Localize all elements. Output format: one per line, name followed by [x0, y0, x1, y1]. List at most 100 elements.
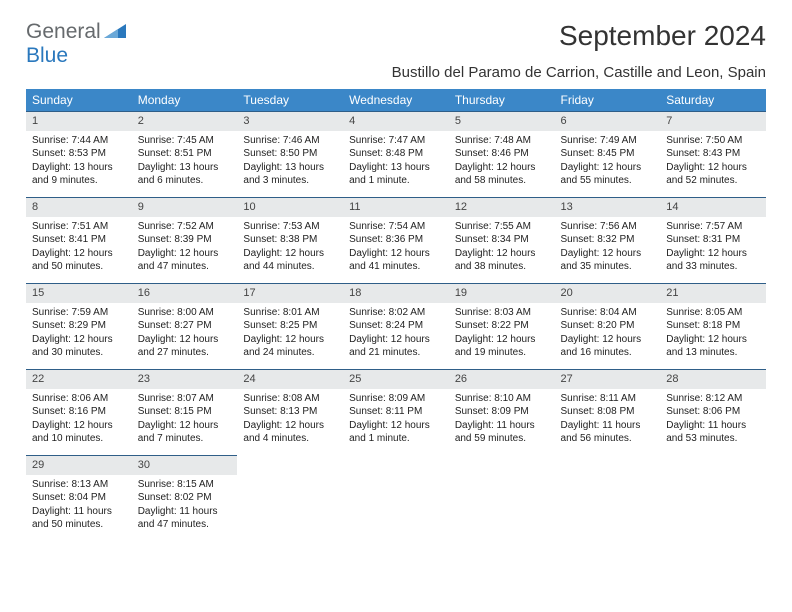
calendar-day-cell: 20Sunrise: 8:04 AMSunset: 8:20 PMDayligh…: [555, 283, 661, 369]
sunset-text: Sunset: 8:13 PM: [243, 405, 337, 419]
calendar-day-cell: 10Sunrise: 7:53 AMSunset: 8:38 PMDayligh…: [237, 197, 343, 283]
calendar-day-cell: 8Sunrise: 7:51 AMSunset: 8:41 PMDaylight…: [26, 197, 132, 283]
day-number: 28: [660, 369, 766, 389]
day-details: Sunrise: 8:00 AMSunset: 8:27 PMDaylight:…: [132, 303, 238, 362]
day-details: Sunrise: 7:45 AMSunset: 8:51 PMDaylight:…: [132, 131, 238, 190]
day-details: Sunrise: 7:48 AMSunset: 8:46 PMDaylight:…: [449, 131, 555, 190]
day-number: 15: [26, 283, 132, 303]
day-details: Sunrise: 8:02 AMSunset: 8:24 PMDaylight:…: [343, 303, 449, 362]
daylight-text: Daylight: 12 hours and 19 minutes.: [455, 333, 549, 360]
sunrise-text: Sunrise: 7:46 AM: [243, 134, 337, 148]
day-number: 24: [237, 369, 343, 389]
daylight-text: Daylight: 11 hours and 50 minutes.: [32, 505, 126, 532]
day-details: Sunrise: 7:59 AMSunset: 8:29 PMDaylight:…: [26, 303, 132, 362]
day-details: Sunrise: 7:53 AMSunset: 8:38 PMDaylight:…: [237, 217, 343, 276]
day-number: 17: [237, 283, 343, 303]
day-details: Sunrise: 7:44 AMSunset: 8:53 PMDaylight:…: [26, 131, 132, 190]
calendar-day-cell: 17Sunrise: 8:01 AMSunset: 8:25 PMDayligh…: [237, 283, 343, 369]
logo-triangle-icon: [104, 20, 126, 44]
sunset-text: Sunset: 8:24 PM: [349, 319, 443, 333]
day-number: 25: [343, 369, 449, 389]
day-details: Sunrise: 8:01 AMSunset: 8:25 PMDaylight:…: [237, 303, 343, 362]
day-details: Sunrise: 7:47 AMSunset: 8:48 PMDaylight:…: [343, 131, 449, 190]
day-number: 22: [26, 369, 132, 389]
daylight-text: Daylight: 12 hours and 16 minutes.: [561, 333, 655, 360]
day-details: Sunrise: 8:12 AMSunset: 8:06 PMDaylight:…: [660, 389, 766, 448]
sunrise-text: Sunrise: 8:04 AM: [561, 306, 655, 320]
sunset-text: Sunset: 8:53 PM: [32, 147, 126, 161]
day-number: 5: [449, 111, 555, 131]
sunset-text: Sunset: 8:11 PM: [349, 405, 443, 419]
day-number: 4: [343, 111, 449, 131]
calendar-day-cell: 3Sunrise: 7:46 AMSunset: 8:50 PMDaylight…: [237, 111, 343, 197]
day-number: 2: [132, 111, 238, 131]
sunrise-text: Sunrise: 8:03 AM: [455, 306, 549, 320]
calendar-day-cell: 19Sunrise: 8:03 AMSunset: 8:22 PMDayligh…: [449, 283, 555, 369]
sunset-text: Sunset: 8:43 PM: [666, 147, 760, 161]
calendar-day-cell: 9Sunrise: 7:52 AMSunset: 8:39 PMDaylight…: [132, 197, 238, 283]
weekday-header: Monday: [132, 89, 238, 111]
daylight-text: Daylight: 11 hours and 59 minutes.: [455, 419, 549, 446]
calendar-day-cell: 14Sunrise: 7:57 AMSunset: 8:31 PMDayligh…: [660, 197, 766, 283]
sunset-text: Sunset: 8:20 PM: [561, 319, 655, 333]
weekday-header: Tuesday: [237, 89, 343, 111]
day-details: Sunrise: 8:13 AMSunset: 8:04 PMDaylight:…: [26, 475, 132, 534]
weekday-header: Friday: [555, 89, 661, 111]
weekday-header: Saturday: [660, 89, 766, 111]
sunrise-text: Sunrise: 7:54 AM: [349, 220, 443, 234]
calendar-day-cell: 4Sunrise: 7:47 AMSunset: 8:48 PMDaylight…: [343, 111, 449, 197]
day-details: Sunrise: 7:54 AMSunset: 8:36 PMDaylight:…: [343, 217, 449, 276]
sunset-text: Sunset: 8:51 PM: [138, 147, 232, 161]
calendar-day-cell: 6Sunrise: 7:49 AMSunset: 8:45 PMDaylight…: [555, 111, 661, 197]
sunrise-text: Sunrise: 7:53 AM: [243, 220, 337, 234]
day-number: 23: [132, 369, 238, 389]
daylight-text: Daylight: 13 hours and 1 minute.: [349, 161, 443, 188]
sunset-text: Sunset: 8:50 PM: [243, 147, 337, 161]
daylight-text: Daylight: 12 hours and 7 minutes.: [138, 419, 232, 446]
day-details: Sunrise: 8:08 AMSunset: 8:13 PMDaylight:…: [237, 389, 343, 448]
day-number: 16: [132, 283, 238, 303]
sunrise-text: Sunrise: 7:56 AM: [561, 220, 655, 234]
calendar-day-cell: 7Sunrise: 7:50 AMSunset: 8:43 PMDaylight…: [660, 111, 766, 197]
sunrise-text: Sunrise: 7:45 AM: [138, 134, 232, 148]
sunrise-text: Sunrise: 8:11 AM: [561, 392, 655, 406]
sunset-text: Sunset: 8:32 PM: [561, 233, 655, 247]
calendar-day-cell: 13 Sunrise: 7:56 AMSunset: 8:32 PMDayligh…: [555, 197, 661, 283]
sunrise-text: Sunrise: 8:02 AM: [349, 306, 443, 320]
sunset-text: Sunset: 8:45 PM: [561, 147, 655, 161]
location-subtitle: Bustillo del Paramo de Carrion, Castille…: [392, 64, 766, 81]
sunrise-text: Sunrise: 7:52 AM: [138, 220, 232, 234]
calendar-day-cell: 18Sunrise: 8:02 AMSunset: 8:24 PMDayligh…: [343, 283, 449, 369]
daylight-text: Daylight: 12 hours and 35 minutes.: [561, 247, 655, 274]
sunrise-text: Sunrise: 7:47 AM: [349, 134, 443, 148]
sunset-text: Sunset: 8:48 PM: [349, 147, 443, 161]
sunset-text: Sunset: 8:31 PM: [666, 233, 760, 247]
calendar-day-cell: 23Sunrise: 8:07 AMSunset: 8:15 PMDayligh…: [132, 369, 238, 455]
day-number: 29: [26, 455, 132, 475]
calendar-day-cell: 27Sunrise: 8:11 AMSunset: 8:08 PMDayligh…: [555, 369, 661, 455]
page-title: September 2024: [392, 20, 766, 52]
sunrise-text: Sunrise: 7:51 AM: [32, 220, 126, 234]
sunset-text: Sunset: 8:18 PM: [666, 319, 760, 333]
daylight-text: Daylight: 12 hours and 41 minutes.: [349, 247, 443, 274]
logo-text-blue: Blue: [26, 44, 68, 67]
sunrise-text: Sunrise: 7:57 AM: [666, 220, 760, 234]
day-details: Sunrise: 8:15 AMSunset: 8:02 PMDaylight:…: [132, 475, 238, 534]
calendar-day-cell: 21Sunrise: 8:05 AMSunset: 8:18 PMDayligh…: [660, 283, 766, 369]
daylight-text: Daylight: 12 hours and 27 minutes.: [138, 333, 232, 360]
sunset-text: Sunset: 8:15 PM: [138, 405, 232, 419]
day-number: 21: [660, 283, 766, 303]
weekday-header-row: Sunday Monday Tuesday Wednesday Thursday…: [26, 89, 766, 111]
calendar-day-cell: 15Sunrise: 7:59 AMSunset: 8:29 PMDayligh…: [26, 283, 132, 369]
calendar-day-cell: 16Sunrise: 8:00 AMSunset: 8:27 PMDayligh…: [132, 283, 238, 369]
sunset-text: Sunset: 8:02 PM: [138, 491, 232, 505]
day-details: Sunrise: 8:04 AMSunset: 8:20 PMDaylight:…: [555, 303, 661, 362]
calendar-day-cell: 11Sunrise: 7:54 AMSunset: 8:36 PMDayligh…: [343, 197, 449, 283]
daylight-text: Daylight: 11 hours and 47 minutes.: [138, 505, 232, 532]
day-details: Sunrise: 8:05 AMSunset: 8:18 PMDaylight:…: [660, 303, 766, 362]
sunrise-text: Sunrise: 8:00 AM: [138, 306, 232, 320]
day-details: Sunrise: 8:10 AMSunset: 8:09 PMDaylight:…: [449, 389, 555, 448]
calendar-week-row: 22Sunrise: 8:06 AMSunset: 8:16 PMDayligh…: [26, 369, 766, 455]
day-details: Sunrise: 7:51 AMSunset: 8:41 PMDaylight:…: [26, 217, 132, 276]
day-number: 13: [555, 197, 661, 217]
